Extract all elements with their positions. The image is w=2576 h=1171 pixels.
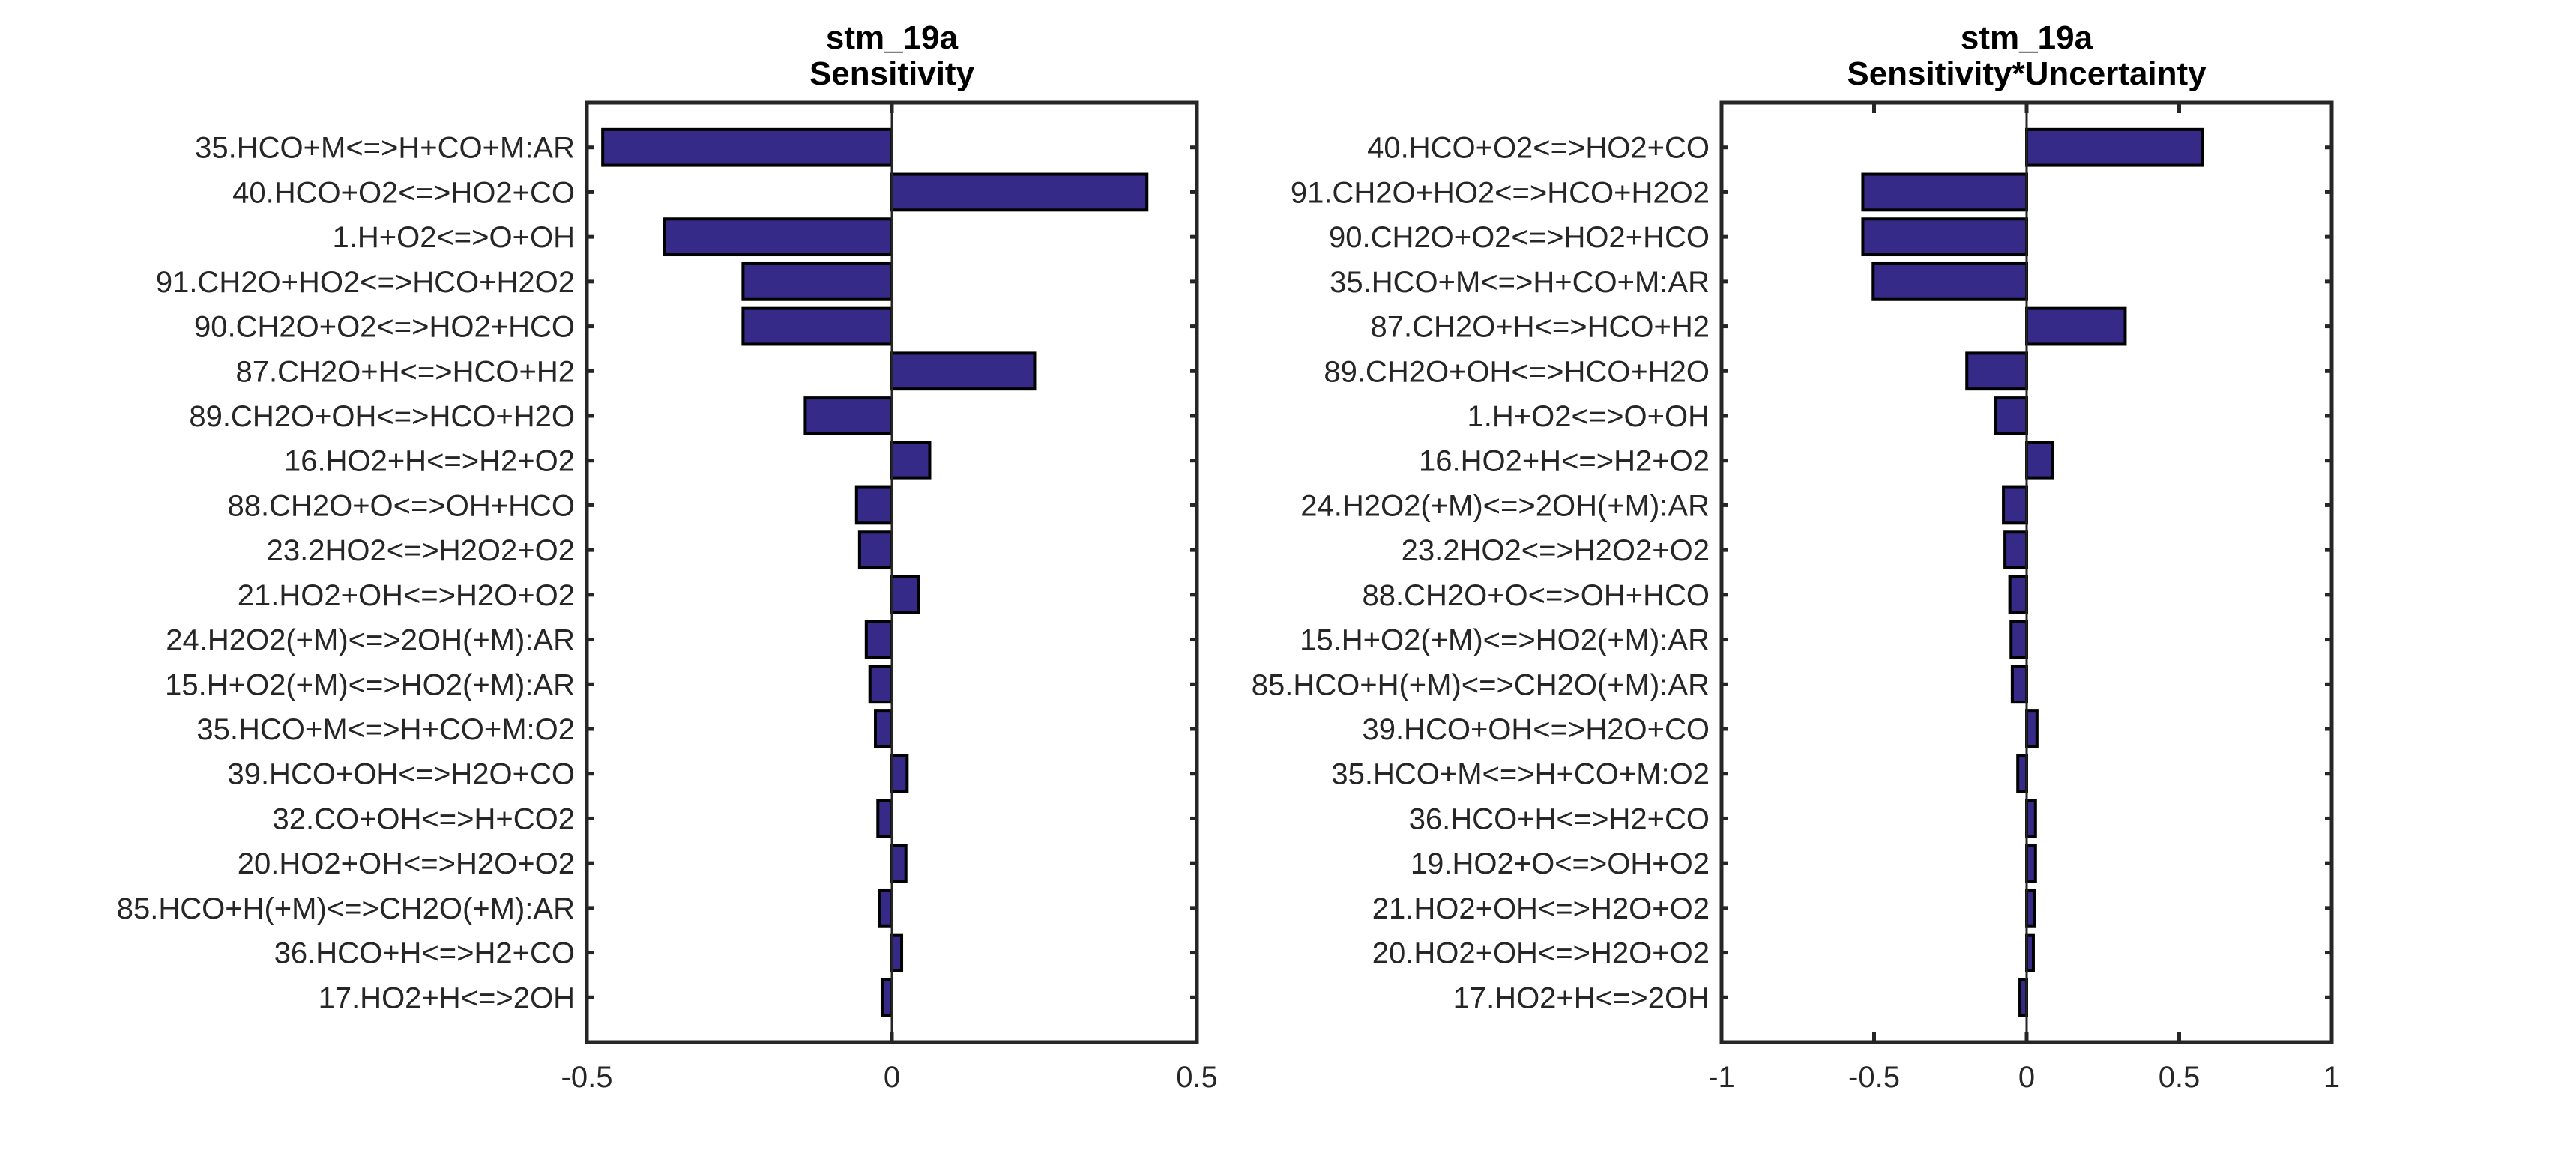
bar: [1965, 351, 2029, 391]
bar: [874, 709, 893, 748]
y-tick-label: 15.H+O2(+M)<=>HO2(+M):AR: [165, 668, 575, 701]
x-tick-label: 0.5: [2159, 1061, 2201, 1094]
x-tick-label: 1: [2323, 1061, 2340, 1094]
bar: [878, 888, 893, 928]
chart-title: stm_19a: [1961, 19, 2093, 56]
bar: [880, 978, 893, 1017]
sensitivity-uncertainty-chart: stm_19a Sensitivity*Uncertainty 40.HCO+O…: [1252, 19, 2340, 1094]
bar: [2008, 575, 2028, 614]
bar: [890, 754, 909, 793]
y-tick-label: 19.HO2+O<=>OH+O2: [1411, 847, 1710, 880]
y-tick-label: 21.HO2+OH<=>H2O+O2: [1372, 892, 1710, 925]
y-tick-label: 21.HO2+OH<=>H2O+O2: [238, 579, 575, 612]
y-tick-label: 24.H2O2(+M)<=>2OH(+M):AR: [1300, 489, 1710, 522]
y-tick-label: 40.HCO+O2<=>HO2+CO: [1367, 132, 1710, 165]
y-tick-label: 85.HCO+H(+M)<=>CH2O(+M):AR: [117, 892, 575, 925]
y-tick-label: 36.HCO+H<=>H2+CO: [1409, 802, 1710, 835]
y-tick-label: 88.CH2O+O<=>OH+HCO: [227, 489, 575, 522]
y-tick-label: 90.CH2O+O2<=>HO2+HCO: [1329, 221, 1710, 254]
x-tick-label: -0.5: [561, 1061, 613, 1094]
bar: [864, 620, 894, 659]
y-tick-label: 89.CH2O+OH<=>HCO+H2O: [189, 400, 575, 433]
bar: [890, 933, 904, 972]
y-tick-label: 17.HO2+H<=>2OH: [319, 981, 575, 1014]
bar: [868, 665, 894, 704]
y-tick-label: 39.HCO+OH<=>H2O+CO: [1362, 713, 1710, 746]
bar: [2016, 754, 2029, 793]
chart-subtitle: Sensitivity*Uncertainty: [1847, 55, 2207, 92]
y-tick-label: 91.CH2O+HO2<=>HCO+H2O2: [156, 266, 575, 299]
bar: [803, 396, 893, 435]
sensitivity-chart: stm_19a Sensitivity 35.HCO+M<=>H+CO+M:AR…: [117, 19, 1218, 1094]
bar: [890, 844, 908, 883]
y-tick-label: 20.HO2+OH<=>H2O+O2: [238, 847, 575, 880]
bar: [2010, 665, 2029, 704]
y-tick-label: 35.HCO+M<=>H+CO+M:O2: [196, 713, 575, 746]
y-tick-label: 90.CH2O+O2<=>HO2+HCO: [194, 311, 575, 344]
bar: [741, 306, 893, 346]
bar: [1861, 217, 2028, 257]
y-tick-label: 87.CH2O+H<=>HCO+H2: [1371, 311, 1710, 344]
y-tick-label: 1.H+O2<=>O+OH: [1467, 400, 1710, 433]
y-tick-label: 88.CH2O+O<=>OH+HCO: [1362, 579, 1710, 612]
bar: [890, 441, 932, 480]
y-tick-label: 91.CH2O+HO2<=>HCO+H2O2: [1291, 176, 1710, 209]
y-tick-label: 24.H2O2(+M)<=>2OH(+M):AR: [166, 624, 575, 657]
y-tick-label: 16.HO2+H<=>H2+O2: [284, 445, 575, 478]
y-tick-label: 35.HCO+M<=>H+CO+M:O2: [1331, 758, 1710, 791]
bar: [2025, 127, 2204, 167]
y-tick-label: 35.HCO+M<=>H+CO+M:AR: [1330, 266, 1710, 299]
y-tick-label: 32.CO+OH<=>H+CO2: [272, 802, 575, 835]
bar: [890, 351, 1037, 391]
x-tick-label: 0.5: [1176, 1061, 1218, 1094]
y-tick-label: 1.H+O2<=>O+OH: [332, 221, 575, 254]
bar: [857, 530, 894, 570]
chart-title: stm_19a: [826, 19, 959, 56]
bar: [2025, 709, 2039, 748]
x-tick-label: -0.5: [1848, 1061, 1900, 1094]
chart-subtitle: Sensitivity: [809, 55, 975, 92]
bar: [2025, 844, 2037, 883]
bar: [2009, 620, 2028, 659]
bar: [2025, 888, 2036, 928]
bar: [854, 485, 893, 525]
y-tick-label: 16.HO2+H<=>H2+O2: [1419, 445, 1710, 478]
bar: [1994, 396, 2029, 435]
bar: [2025, 799, 2037, 838]
x-tick-label: 0: [884, 1061, 900, 1094]
bar: [1871, 261, 2029, 301]
bar: [2025, 306, 2127, 346]
y-tick-label: 17.HO2+H<=>2OH: [1453, 981, 1710, 1014]
bar: [2025, 441, 2054, 480]
y-tick-label: 36.HCO+H<=>H2+CO: [274, 937, 575, 970]
bar: [876, 799, 893, 838]
y-tick-label: 23.2HO2<=>H2O2+O2: [267, 534, 575, 567]
y-tick-label: 85.HCO+H(+M)<=>CH2O(+M):AR: [1252, 668, 1710, 701]
y-tick-label: 35.HCO+M<=>H+CO+M:AR: [195, 132, 575, 165]
bar: [2002, 485, 2029, 525]
x-tick-label: 0: [2018, 1061, 2035, 1094]
y-tick-label: 39.HCO+OH<=>H2O+CO: [227, 758, 575, 791]
bar: [663, 217, 893, 257]
bar: [2003, 530, 2029, 570]
y-tick-label: 40.HCO+O2<=>HO2+CO: [232, 176, 575, 209]
bar: [890, 575, 920, 614]
x-tick-label: -1: [1708, 1061, 1735, 1094]
y-tick-label: 15.H+O2(+M)<=>HO2(+M):AR: [1300, 624, 1710, 657]
bar: [601, 127, 893, 167]
y-tick-label: 87.CH2O+H<=>HCO+H2: [236, 355, 575, 388]
y-tick-label: 23.2HO2<=>H2O2+O2: [1402, 534, 1710, 567]
bar: [890, 172, 1149, 212]
y-tick-label: 89.CH2O+OH<=>HCO+H2O: [1324, 355, 1710, 388]
y-tick-label: 20.HO2+OH<=>H2O+O2: [1372, 937, 1710, 970]
bar: [741, 261, 893, 301]
bar: [1861, 172, 2028, 212]
